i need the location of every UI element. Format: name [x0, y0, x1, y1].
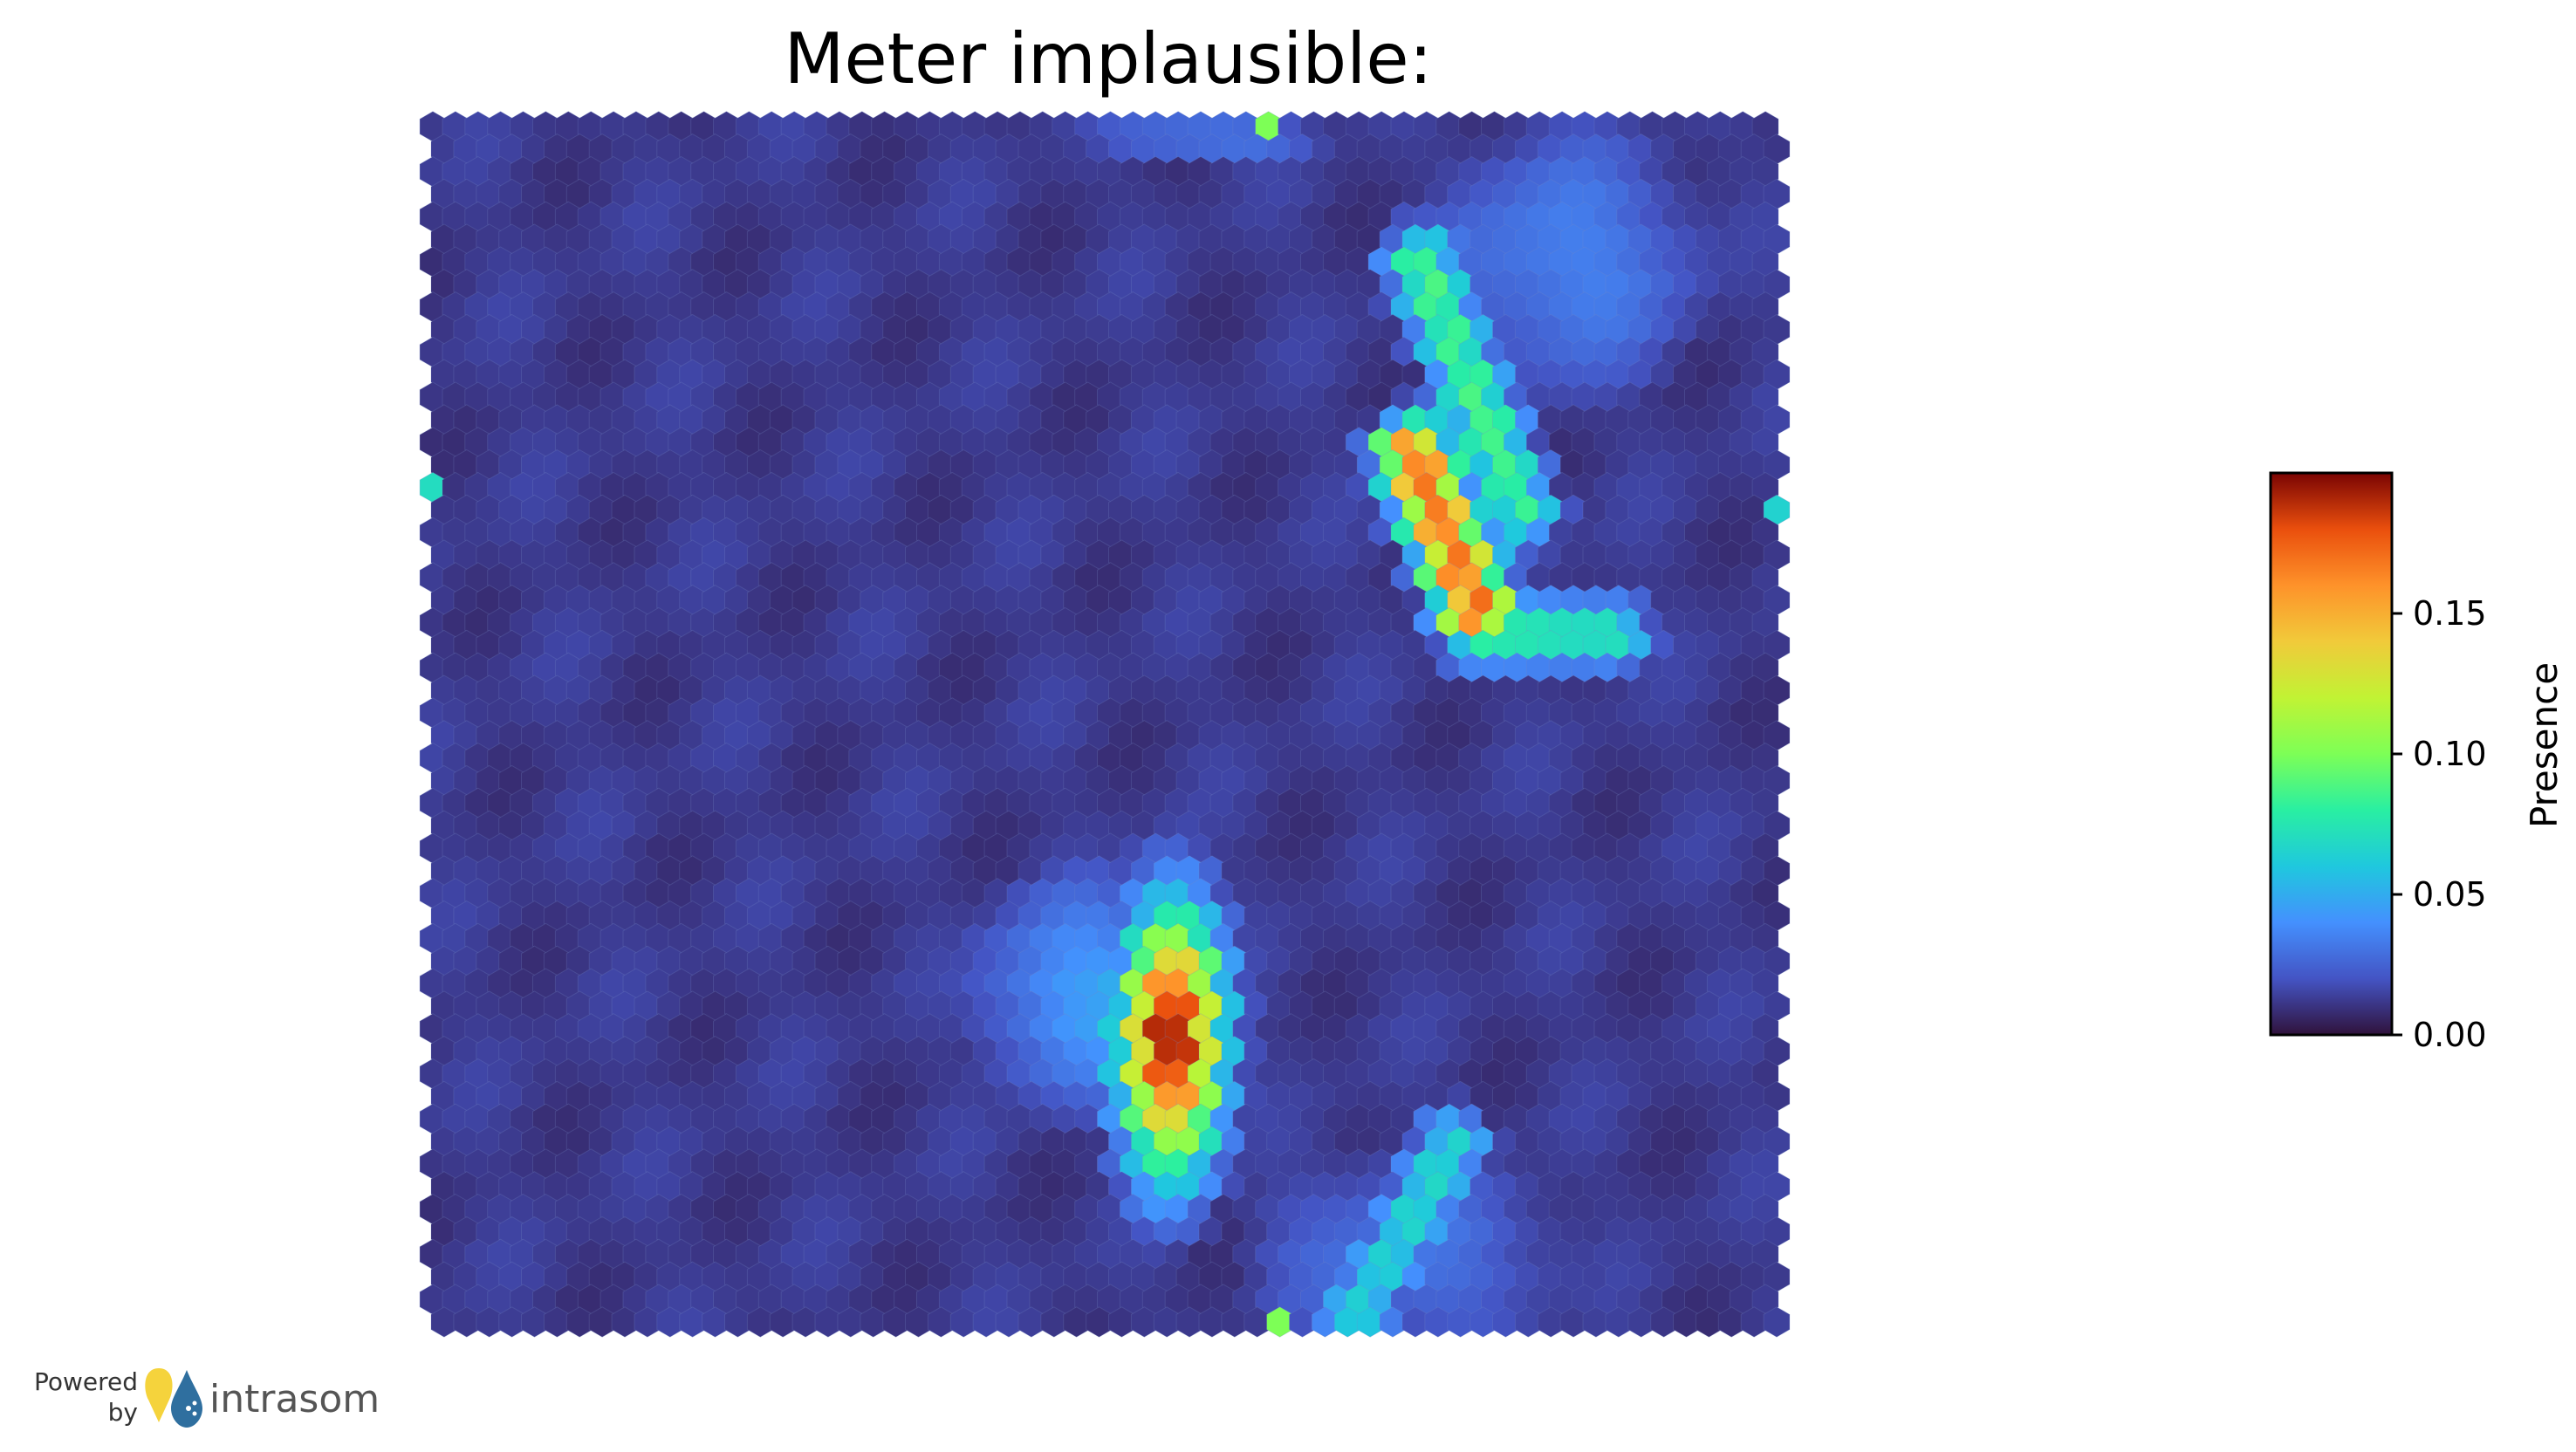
- hex-cell: [1763, 1306, 1791, 1338]
- colorbar-gradient: [2269, 471, 2394, 1037]
- colorbar-tick-label: 0.10: [2413, 735, 2487, 773]
- colorbar-tick-label: 0.15: [2413, 594, 2487, 633]
- intrasom-drop-icon: [145, 1368, 202, 1428]
- colorbar-tick-label: 0.05: [2413, 875, 2487, 914]
- brand-name: intrasom: [209, 1377, 380, 1421]
- hex-grid: [419, 111, 1791, 1338]
- powered-label: Powered: [34, 1367, 138, 1396]
- chart-title: Meter implausible:: [784, 18, 1432, 99]
- powered-by-logo: Powered by intrasom: [34, 1367, 380, 1428]
- colorbar-label: Presence: [2523, 662, 2566, 828]
- colorbar-ticks: 0.00 0.05 0.10 0.15: [2392, 594, 2487, 1054]
- colorbar: 0.00 0.05 0.10 0.15 Presence: [2269, 471, 2566, 1054]
- by-label: by: [108, 1398, 138, 1427]
- colorbar-tick-label: 0.00: [2413, 1016, 2487, 1054]
